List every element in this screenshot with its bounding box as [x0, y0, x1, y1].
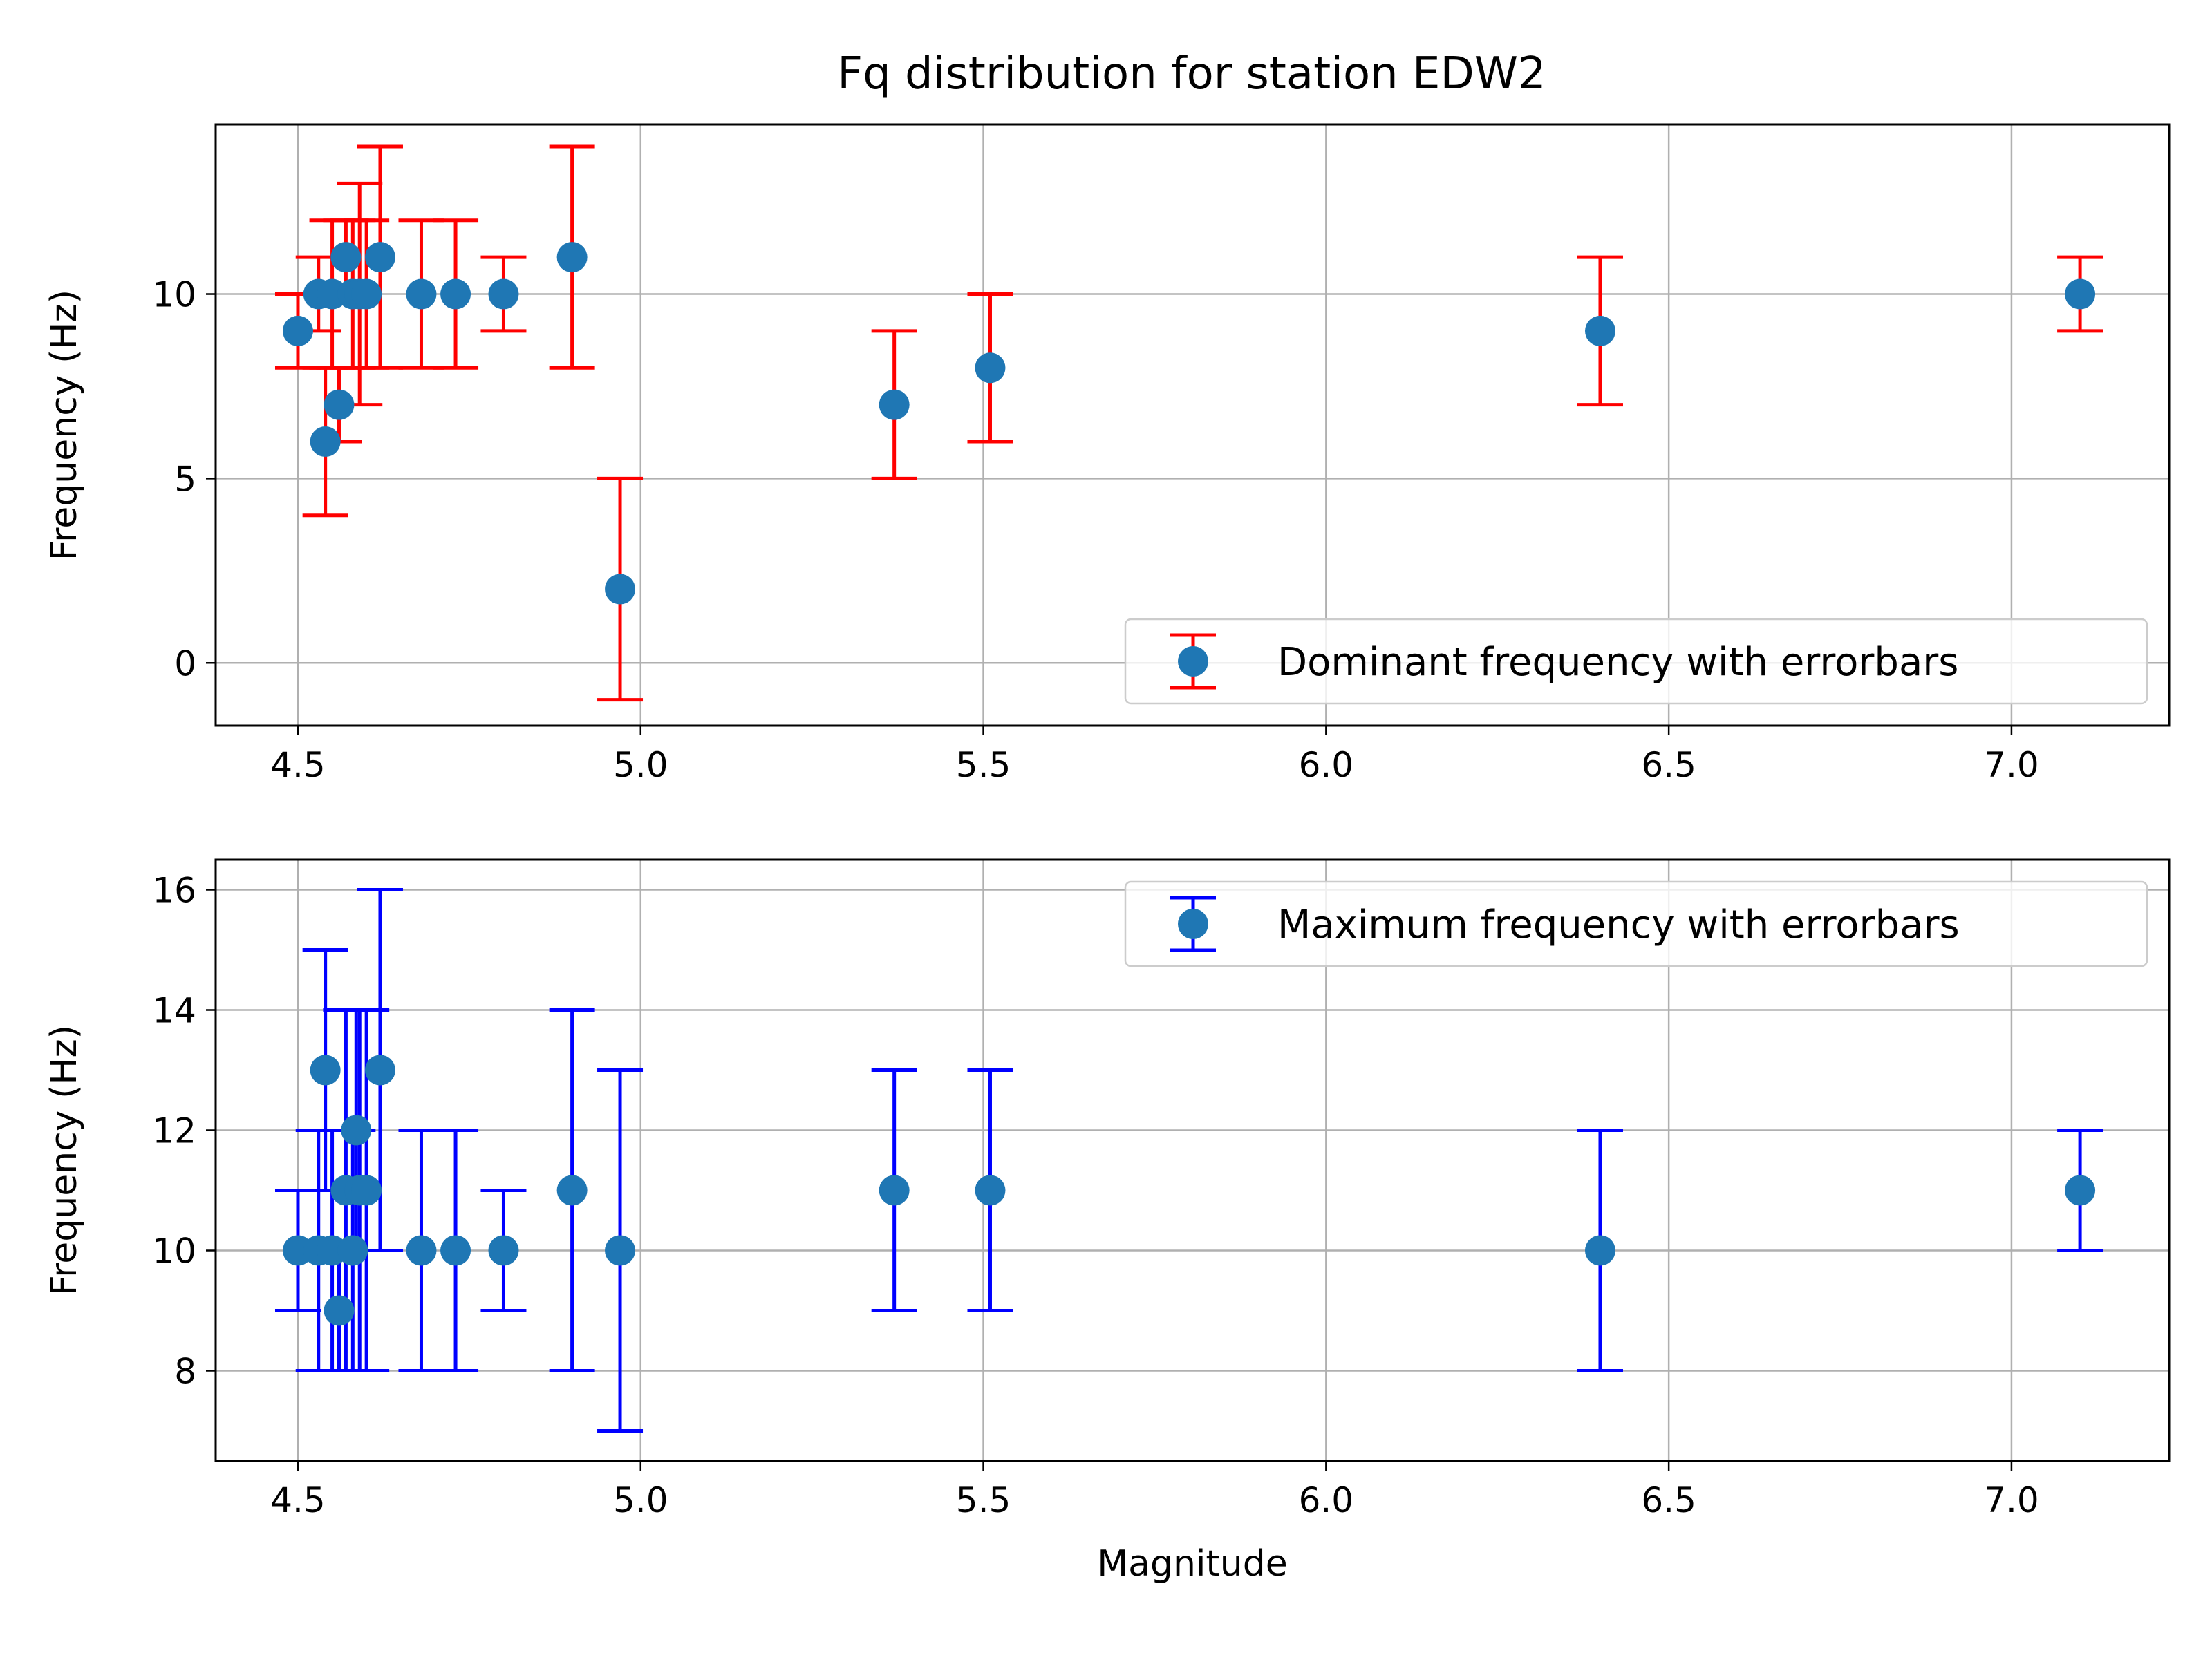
- data-point: [879, 1175, 910, 1206]
- data-point: [975, 1175, 1006, 1206]
- x-tick-label: 4.5: [270, 745, 326, 785]
- y-axis-label: Frequency (Hz): [44, 1025, 85, 1296]
- y-tick-label: 14: [152, 991, 196, 1031]
- x-tick-label: 5.5: [956, 1480, 1011, 1520]
- data-point: [975, 352, 1006, 384]
- plots: 4.5 5.0 5.5 6.0 6.5 7.0 0 5 10 Frequency (Hz) Domi…: [44, 123, 2171, 1585]
- figure-title: Fq distribution for station EDW2: [837, 48, 1546, 100]
- y-axis-label: Frequency (Hz): [44, 290, 85, 560]
- axes-frame: [214, 123, 2171, 727]
- data-point: [440, 278, 471, 310]
- data-point: [351, 1175, 382, 1206]
- data-point: [337, 1235, 368, 1266]
- data-point: [440, 1235, 471, 1266]
- x-tick-label: 6.0: [1299, 1480, 1354, 1520]
- data-point: [310, 426, 341, 457]
- data-point: [488, 1235, 519, 1266]
- x-tick-label: 5.5: [956, 745, 1011, 785]
- x-tick-label: 7.0: [1984, 1480, 2039, 1520]
- legend: Dominant frequency with errorbars: [1124, 618, 2148, 705]
- legend-label: Dominant frequency with errorbars: [1277, 640, 1958, 685]
- data-point: [351, 278, 382, 310]
- y-tick-label: 12: [152, 1111, 196, 1151]
- legend-box: [1124, 618, 2148, 705]
- x-tick-label: 6.5: [1641, 1480, 1696, 1520]
- data-point: [364, 242, 395, 273]
- x-tick-label: 4.5: [270, 1480, 326, 1520]
- data-point: [1584, 315, 1615, 346]
- data-point: [406, 1235, 437, 1266]
- data-point: [879, 389, 910, 420]
- data-point: [605, 574, 636, 605]
- x-axis-label: Magnitude: [1097, 1543, 1288, 1585]
- x-tick-label: 5.0: [613, 1480, 668, 1520]
- x-tick-label: 6.5: [1641, 745, 1696, 785]
- x-tick-label: 7.0: [1984, 745, 2039, 785]
- data-point: [2065, 1175, 2096, 1206]
- series-1: [274, 888, 2103, 1433]
- data-point: [310, 1055, 341, 1086]
- data-point: [341, 1115, 372, 1146]
- legend-label: Maximum frequency with errorbars: [1277, 903, 1960, 947]
- data-point: [330, 242, 362, 273]
- y-tick-label: 10: [152, 275, 196, 315]
- data-point: [1584, 1235, 1615, 1266]
- data-point: [324, 1295, 355, 1326]
- data-point: [556, 1175, 588, 1206]
- data-point: [282, 315, 313, 346]
- data-point: [605, 1235, 636, 1266]
- data-point: [556, 242, 588, 273]
- y-tick-label: 5: [174, 459, 196, 499]
- y-tick-label: 16: [152, 871, 196, 911]
- legend-marker: [1178, 646, 1208, 677]
- subplot-1: 4.5 5.0 5.5 6.0 6.5 7.0 0 5 10 Frequency (Hz) Domi…: [44, 123, 2171, 785]
- x-tick-label: 5.0: [613, 745, 668, 785]
- data-point: [364, 1055, 395, 1086]
- y-tick-label: 10: [152, 1231, 196, 1272]
- legend-marker: [1178, 909, 1208, 939]
- y-tick-label: 0: [174, 643, 196, 683]
- data-point: [406, 278, 437, 310]
- legend: Maximum frequency with errorbars: [1124, 880, 2148, 967]
- x-tick-label: 6.0: [1299, 745, 1354, 785]
- axes-frame: [214, 858, 2171, 1462]
- series-1: [274, 144, 2103, 702]
- y-tick-label: 8: [174, 1352, 196, 1392]
- data-point: [324, 389, 355, 420]
- subplot-2: 4.5 5.0 5.5 6.0 6.5 7.0 8 10 12 14 16 Frequency (Hz…: [44, 858, 2171, 1585]
- data-point: [488, 278, 519, 310]
- data-point: [2065, 278, 2096, 310]
- legend-box: [1124, 880, 2148, 967]
